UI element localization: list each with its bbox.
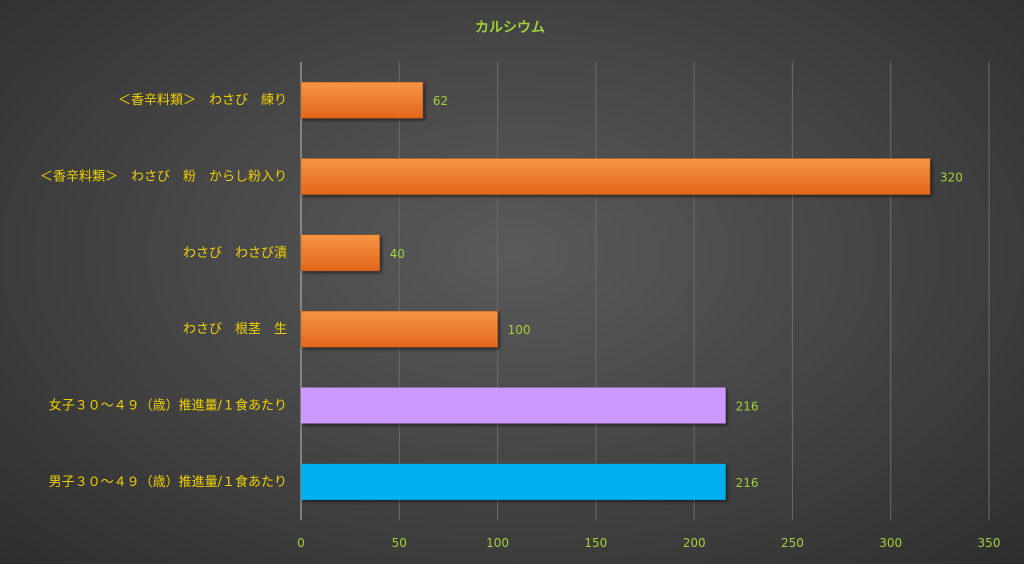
data-label: 100 xyxy=(508,323,531,337)
bar xyxy=(301,463,726,500)
bar xyxy=(300,81,424,119)
category-label: 女子３０～４９（歳）推進量/１食あたり xyxy=(49,398,287,414)
x-tick-label: 300 xyxy=(879,536,902,550)
data-label: 320 xyxy=(940,171,963,185)
x-tick-label: 100 xyxy=(486,536,509,550)
x-tick-label: 250 xyxy=(781,536,804,550)
bar xyxy=(300,310,498,348)
data-label: 216 xyxy=(736,400,759,414)
category-label: ＜香辛料類＞ わさび 練り xyxy=(118,93,287,108)
category-label: 男子３０～４９（歳）推進量/１食あたり xyxy=(49,474,287,490)
chart-title: カルシウム xyxy=(475,20,545,36)
labels: 0 50 100 150 200 250 300 350 ＜香辛料類＞ わさび 練り 62 ＜香辛料… xyxy=(40,93,1000,550)
bar xyxy=(300,234,380,272)
data-label: 216 xyxy=(736,476,759,490)
x-tick-label: 0 xyxy=(297,536,305,550)
x-tick-label: 350 xyxy=(978,536,1001,550)
grid xyxy=(300,62,990,520)
bars xyxy=(300,81,931,500)
category-label: わさび わさび漬 xyxy=(183,246,287,261)
x-tick-label: 50 xyxy=(392,536,407,550)
bar xyxy=(301,387,726,424)
bar xyxy=(300,158,931,195)
x-tick-label: 200 xyxy=(683,536,706,550)
category-label: ＜香辛料類＞ わさび 粉 からし粉入り xyxy=(40,170,287,185)
x-tick-label: 150 xyxy=(584,536,607,550)
data-label: 62 xyxy=(433,94,448,108)
category-label: わさび 根茎 生 xyxy=(183,322,287,337)
data-label: 40 xyxy=(390,247,405,261)
